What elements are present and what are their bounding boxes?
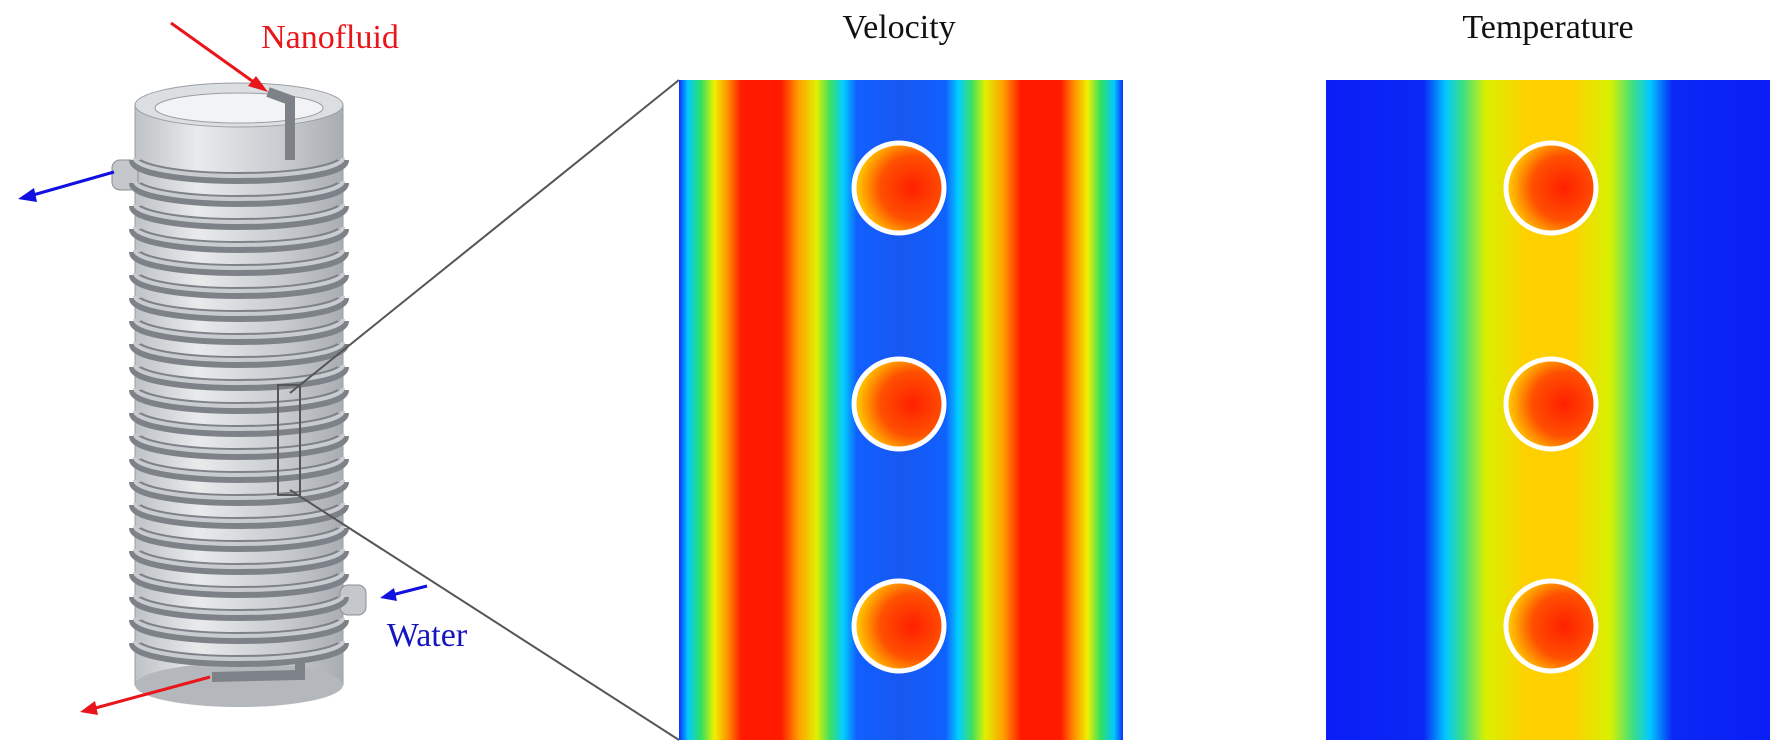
temperature-panel — [1326, 80, 1770, 740]
inlet-label: Nanofluid — [261, 19, 399, 56]
velocity-panel — [679, 80, 1123, 740]
coil — [135, 87, 343, 682]
outlet-label: Water — [387, 617, 468, 654]
zoom-lines — [277, 79, 680, 741]
arrows — [18, 21, 428, 715]
tank — [111, 82, 367, 707]
panel-title: Velocity — [842, 9, 955, 46]
panel-title: Temperature — [1462, 9, 1633, 46]
